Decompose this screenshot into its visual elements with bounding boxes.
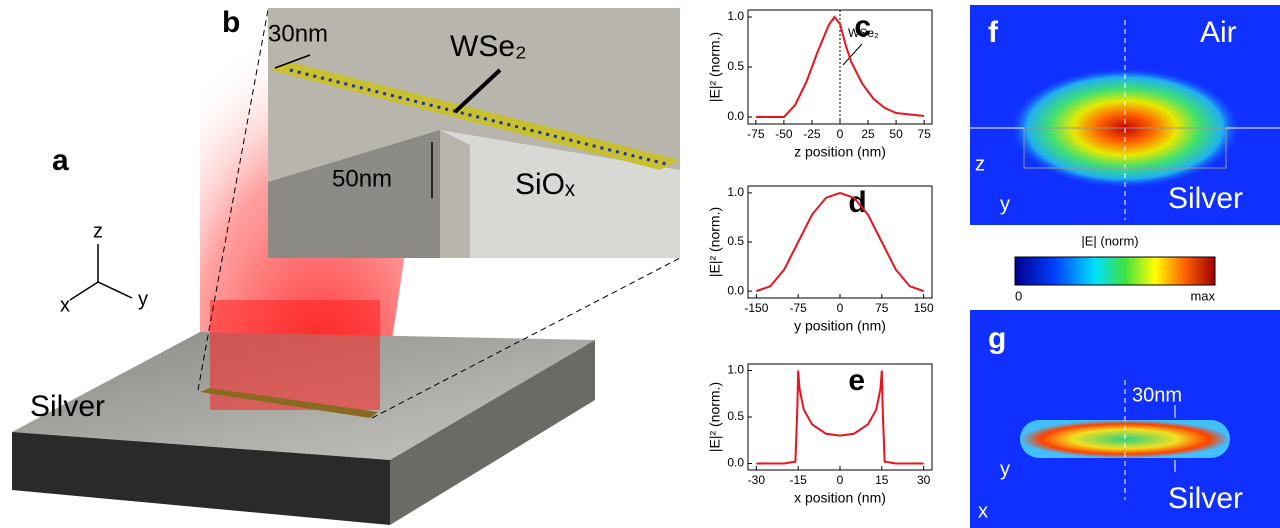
x-tick-label: -150 bbox=[744, 301, 768, 315]
depth-label: 50nm bbox=[332, 165, 392, 192]
data-line bbox=[756, 193, 923, 291]
width-label: 30nm bbox=[1132, 384, 1182, 406]
colorbar-ramp bbox=[1015, 257, 1215, 285]
annotation: WSe₂ bbox=[848, 26, 879, 40]
axes-icon bbox=[70, 244, 132, 300]
panel-label: g bbox=[988, 322, 1006, 355]
panel-g: g 30nm y x Silver bbox=[970, 310, 1280, 528]
x-tick-label: -50 bbox=[775, 127, 793, 141]
y-tick-label: 0.0 bbox=[727, 283, 744, 297]
y-tick-label: 0.5 bbox=[727, 409, 744, 423]
x-axis-label: z position (nm) bbox=[794, 144, 886, 160]
x-tick-label: 75 bbox=[875, 301, 889, 315]
axis-z: z bbox=[93, 220, 103, 242]
y-tick-label: 1.0 bbox=[727, 363, 744, 377]
colorbar: |E| (norm) 0 max bbox=[1015, 233, 1215, 303]
panel-label: a bbox=[52, 144, 69, 177]
colorbar-min: 0 bbox=[1015, 288, 1022, 303]
material-label: WSe₂ bbox=[450, 30, 527, 63]
x-tick-label: 25 bbox=[861, 127, 875, 141]
x-tick-label: 0 bbox=[837, 301, 844, 315]
page: a Silver z x y b 30nm WSe₂ 50nm SiOₓ f A… bbox=[0, 0, 1280, 528]
colorbar-max: max bbox=[1190, 288, 1215, 303]
axis-y: y bbox=[138, 288, 148, 310]
region-label: Air bbox=[1200, 16, 1237, 49]
axis-x: x bbox=[978, 500, 988, 522]
axis-x: x bbox=[60, 294, 70, 316]
y-tick-label: 0.0 bbox=[727, 456, 744, 470]
y-axis-label: |E|² (norm.) bbox=[707, 32, 723, 102]
region-label: Silver bbox=[1168, 482, 1243, 515]
plot-frame bbox=[748, 364, 932, 470]
x-tick-label: -75 bbox=[790, 301, 808, 315]
panel-label: b bbox=[222, 6, 240, 39]
y-tick-label: 0.0 bbox=[727, 109, 744, 123]
y-tick-label: 0.5 bbox=[727, 234, 744, 248]
x-tick-label: -75 bbox=[747, 127, 765, 141]
y-tick-label: 0.5 bbox=[727, 59, 744, 73]
figure: a Silver z x y b 30nm WSe₂ 50nm SiOₓ f A… bbox=[0, 0, 1280, 528]
x-axis-label: y position (nm) bbox=[794, 318, 886, 334]
data-line bbox=[756, 371, 923, 464]
axis-z: z bbox=[975, 153, 985, 175]
y-tick-label: 1.0 bbox=[727, 9, 744, 23]
x-tick-label: 150 bbox=[914, 301, 934, 315]
axis-y: y bbox=[1000, 458, 1010, 480]
axis-y: y bbox=[1000, 193, 1010, 215]
substrate-label: SiOₓ bbox=[515, 168, 575, 201]
panel-f: f Air Silver z y bbox=[970, 5, 1280, 225]
region-label: Silver bbox=[1168, 182, 1243, 215]
y-axis-label: |E|² (norm.) bbox=[707, 207, 723, 277]
x-axis-label: x position (nm) bbox=[794, 490, 886, 506]
x-tick-label: -15 bbox=[790, 473, 808, 487]
x-tick-label: 15 bbox=[875, 473, 889, 487]
x-tick-label: 30 bbox=[917, 473, 931, 487]
x-tick-label: 75 bbox=[917, 127, 931, 141]
colorbar-title: |E| (norm) bbox=[1081, 233, 1138, 248]
panel-label: f bbox=[988, 16, 999, 49]
material-label: Silver bbox=[30, 390, 105, 423]
x-tick-label: 0 bbox=[837, 473, 844, 487]
panel-label: e bbox=[848, 364, 865, 397]
y-tick-label: 1.0 bbox=[727, 185, 744, 199]
x-tick-label: 50 bbox=[889, 127, 903, 141]
y-axis-label: |E|² (norm.) bbox=[707, 382, 723, 452]
x-tick-label: -25 bbox=[803, 127, 821, 141]
x-tick-label: 0 bbox=[837, 127, 844, 141]
x-tick-label: -30 bbox=[748, 473, 766, 487]
width-label: 30nm bbox=[268, 20, 328, 47]
